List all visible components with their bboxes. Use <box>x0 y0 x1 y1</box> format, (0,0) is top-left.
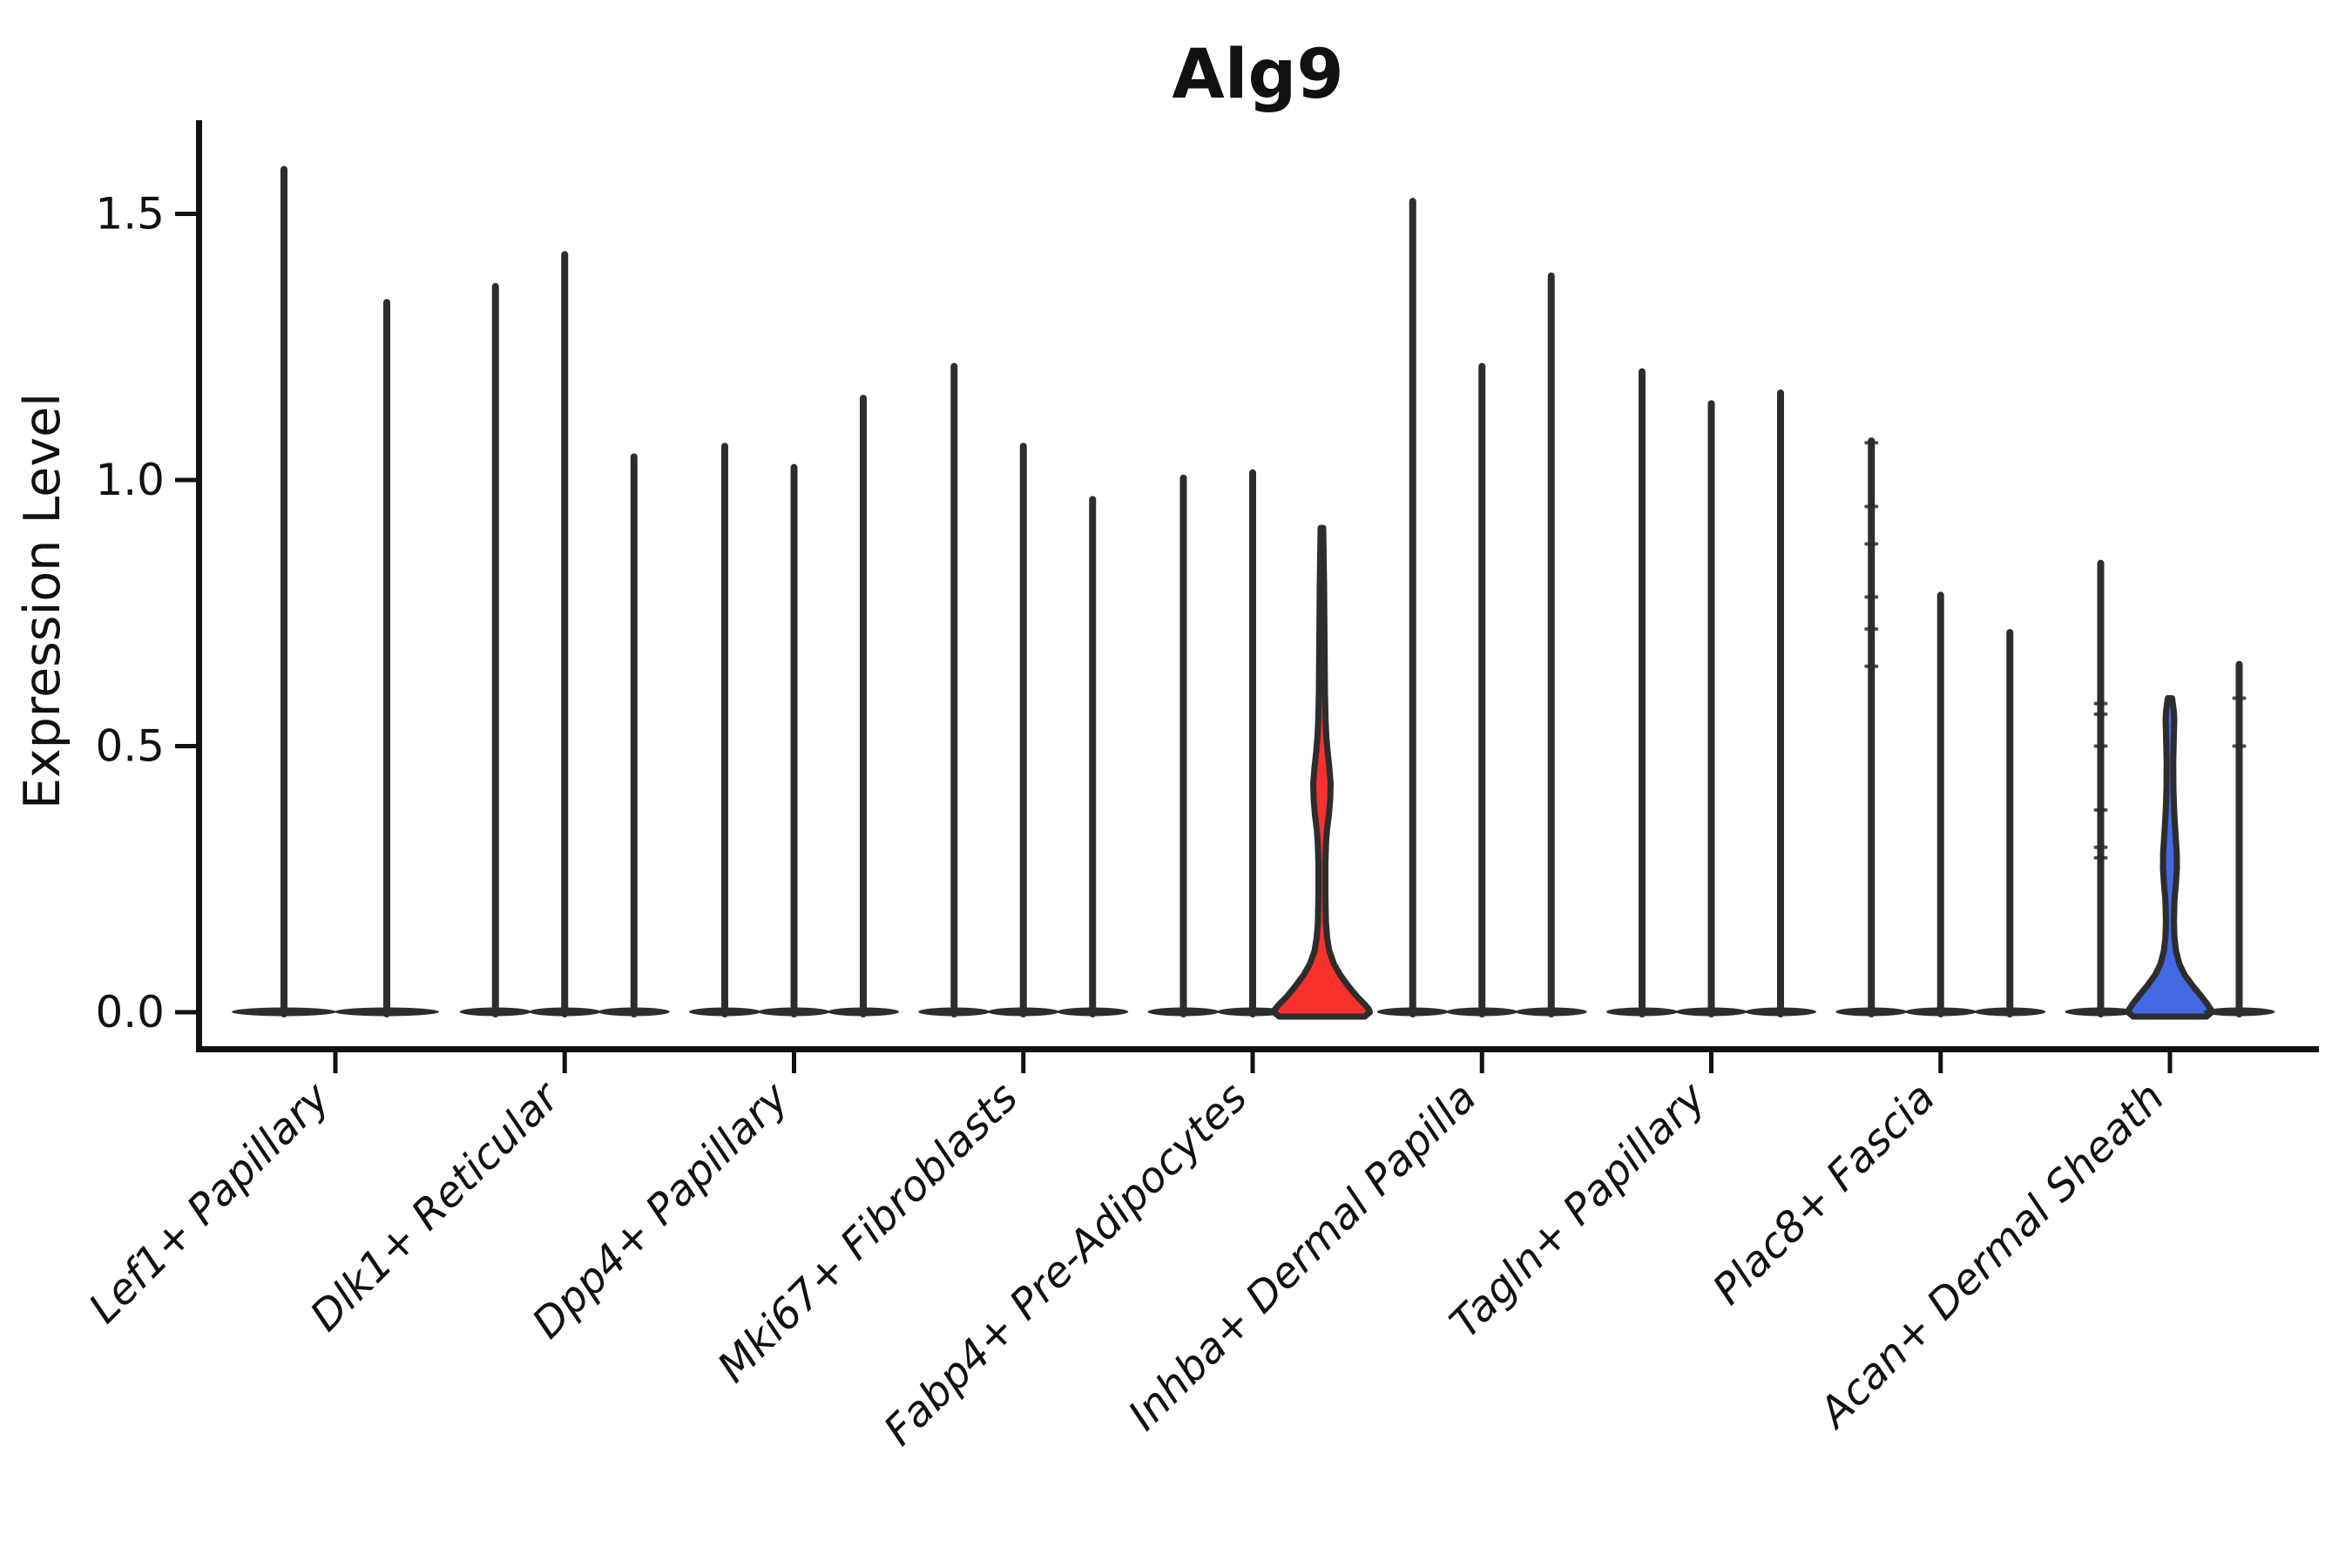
chart-title: Alg9 <box>1172 36 1343 114</box>
violin-point <box>2093 744 2108 748</box>
violin-point <box>1864 504 1879 509</box>
y-axis-label: Expression Level <box>14 393 71 809</box>
violin-point <box>2093 712 2108 716</box>
violin-red <box>1271 524 1373 1020</box>
violin-blue <box>2125 695 2215 1020</box>
violin-point <box>2093 845 2108 849</box>
x-tick-label: Tagln+ Papillary <box>1441 1072 1716 1348</box>
violin-point <box>2232 744 2247 748</box>
violin-point <box>2093 701 2108 706</box>
x-tick-label: Lef1+ Papillary <box>79 1072 340 1333</box>
x-tick-label: Plac8+ Fascia <box>1704 1073 1945 1315</box>
violin-point <box>1864 664 1879 668</box>
y-tick-label: 1.0 <box>95 455 165 505</box>
x-axis-spine <box>196 1046 2319 1052</box>
y-axis-spine <box>196 120 202 1052</box>
violin-point <box>2093 808 2108 812</box>
violin-point <box>2232 696 2247 700</box>
x-tick-label: Dpp4+ Papillary <box>523 1072 798 1348</box>
x-tick-label: Fabp4+ Pre-Adipocytes <box>875 1073 1257 1456</box>
violin-point <box>1864 595 1879 599</box>
violin-point <box>2093 855 2108 860</box>
violin-point <box>1864 542 1879 546</box>
y-tick-label: 0.0 <box>95 987 165 1037</box>
violin-point <box>1864 441 1879 445</box>
y-tick-label: 0.5 <box>95 721 165 772</box>
y-tick-label: 1.5 <box>95 189 165 240</box>
violin-point <box>1864 627 1879 632</box>
x-tick-label: Dlk1+ Reticular <box>301 1071 571 1342</box>
